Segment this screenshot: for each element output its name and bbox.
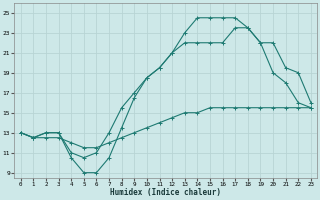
X-axis label: Humidex (Indice chaleur): Humidex (Indice chaleur): [110, 188, 221, 197]
